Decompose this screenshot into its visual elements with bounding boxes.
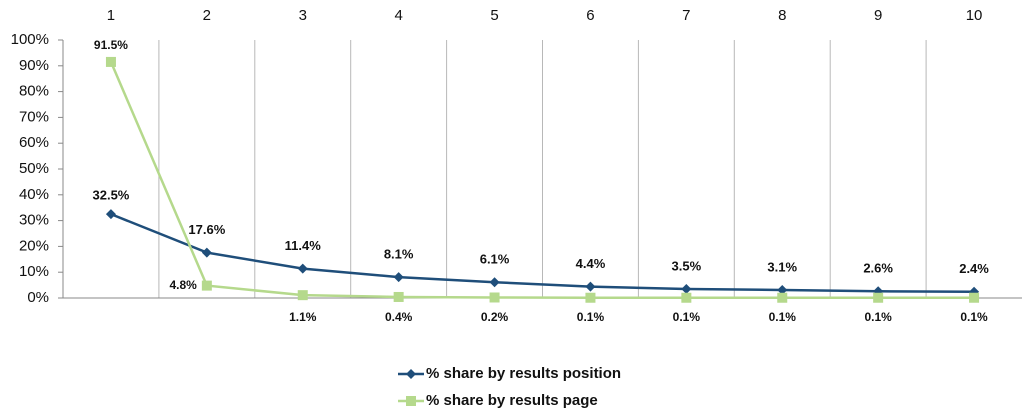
point	[681, 292, 692, 303]
point	[585, 281, 596, 292]
point	[201, 247, 212, 258]
value-label: 91.5%	[94, 38, 128, 52]
x-tick-label: 8	[778, 7, 786, 24]
value-label: 17.6%	[188, 222, 225, 237]
point	[777, 292, 788, 303]
y-tick-label: 80%	[19, 83, 49, 100]
y-tick-label: 100%	[11, 31, 49, 48]
point	[585, 292, 596, 303]
x-tick-label: 4	[394, 7, 402, 24]
point	[297, 290, 308, 301]
point	[105, 56, 116, 67]
y-tick-label: 90%	[19, 57, 49, 74]
x-tick-label: 3	[299, 7, 307, 24]
y-tick-label: 60%	[19, 134, 49, 151]
value-label: 0.1%	[673, 310, 701, 324]
value-label: 3.1%	[767, 259, 797, 274]
x-tick-label: 9	[874, 7, 882, 24]
point	[681, 283, 692, 294]
point	[489, 292, 500, 303]
value-label: 0.1%	[864, 310, 892, 324]
value-label: 1.1%	[289, 310, 317, 324]
value-label: 3.5%	[672, 258, 702, 273]
point	[105, 209, 116, 220]
value-label: 4.4%	[576, 256, 606, 271]
legend-label: % share by results page	[426, 392, 598, 409]
point	[489, 277, 500, 288]
point	[201, 280, 212, 291]
y-tick-label: 70%	[19, 108, 49, 125]
value-label: 8.1%	[384, 247, 414, 262]
value-label: 32.5%	[93, 188, 130, 203]
value-label: 6.1%	[480, 252, 510, 267]
y-tick-label: 50%	[19, 160, 49, 177]
x-tick-label: 6	[586, 7, 594, 24]
legend-marker	[406, 369, 416, 379]
value-label: 0.1%	[769, 310, 797, 324]
legend-label: % share by results position	[426, 365, 621, 382]
value-label: 4.8%	[169, 278, 197, 292]
series-line	[109, 61, 975, 299]
x-tick-label: 1	[107, 7, 115, 24]
point	[777, 285, 788, 296]
value-label: 0.1%	[577, 310, 605, 324]
legend-marker	[406, 396, 416, 406]
value-label: 2.4%	[959, 261, 989, 276]
y-tick-label: 10%	[19, 263, 49, 280]
value-label: 0.2%	[481, 310, 509, 324]
point	[297, 263, 308, 274]
y-tick-label: 0%	[27, 289, 49, 306]
y-tick-label: 40%	[19, 186, 49, 203]
y-tick-label: 20%	[19, 237, 49, 254]
y-tick-label: 30%	[19, 212, 49, 229]
x-tick-label: 10	[966, 7, 983, 24]
value-label: 2.6%	[863, 261, 893, 276]
x-tick-label: 2	[203, 7, 211, 24]
point	[393, 272, 404, 283]
point	[969, 292, 980, 303]
x-tick-label: 5	[490, 7, 498, 24]
point	[873, 292, 884, 303]
value-label: 11.4%	[285, 238, 322, 253]
value-label: 0.1%	[960, 310, 988, 324]
x-tick-label: 7	[682, 7, 690, 24]
point	[393, 291, 404, 302]
value-label: 0.4%	[385, 310, 413, 324]
series-line	[110, 212, 975, 294]
